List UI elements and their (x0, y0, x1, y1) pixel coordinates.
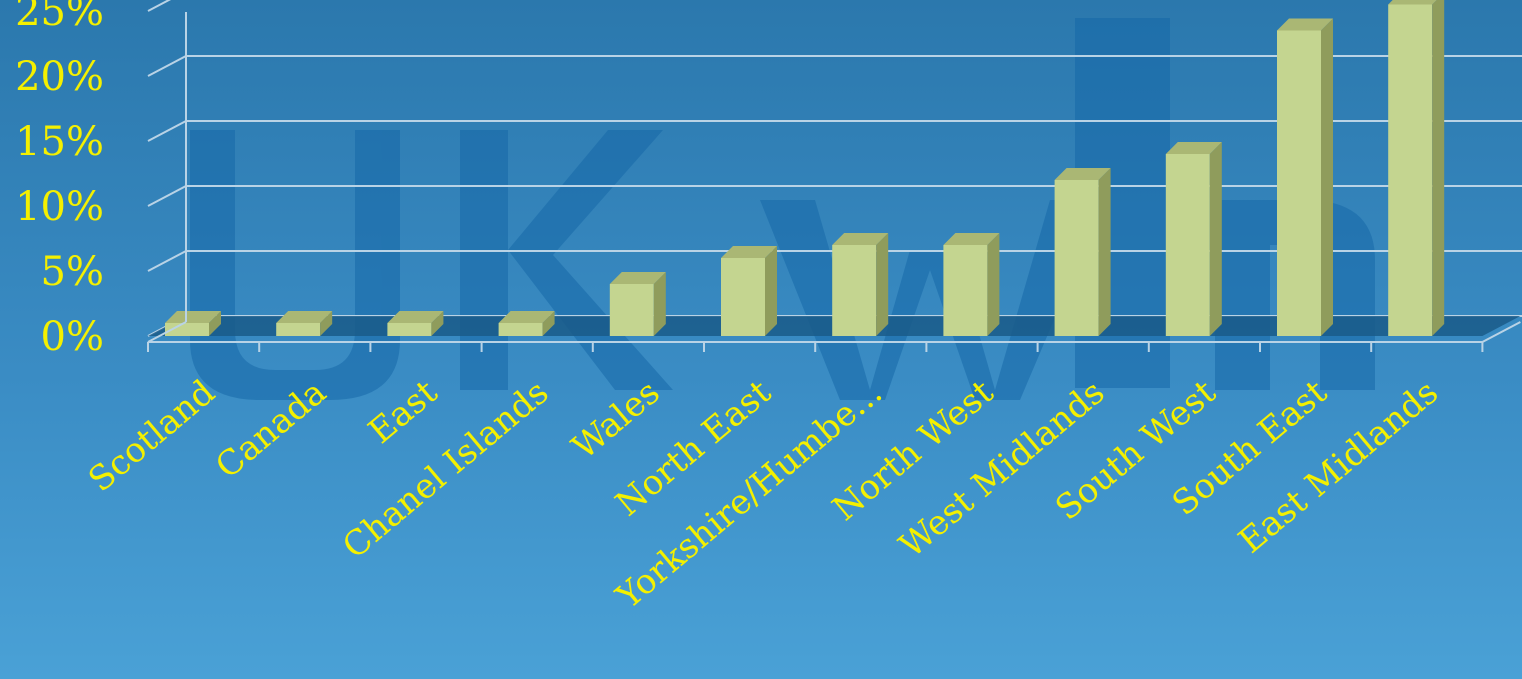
y-tick-label: 0% (41, 314, 104, 360)
watermark-shape (190, 130, 400, 400)
bars (165, 0, 1445, 336)
bar-front (1388, 4, 1433, 336)
bar-top (276, 311, 333, 323)
watermark-shape (508, 130, 673, 390)
bar (498, 311, 555, 336)
bar (387, 311, 444, 336)
watermark-shape (760, 200, 1105, 400)
y-axis-depth-line (147, 321, 187, 343)
x-axis-depth-line (1481, 321, 1521, 343)
bar (1054, 168, 1111, 336)
y-tick-label: 10% (15, 184, 104, 230)
bar-top (1277, 18, 1333, 31)
x-tick-label: Chanel Islands (335, 372, 556, 567)
bar-top (498, 311, 555, 323)
watermark-shape (460, 130, 508, 390)
bar-top (1165, 142, 1222, 154)
bar-top (165, 311, 221, 323)
bar-front (387, 323, 432, 336)
bar-front (943, 245, 988, 336)
bar-front (721, 258, 765, 336)
bar-top (609, 272, 666, 284)
bar-side (653, 272, 666, 336)
bar-side (1209, 142, 1222, 336)
bar (609, 272, 666, 336)
x-tick-label: East Midlands (1231, 372, 1446, 561)
bar-top (1388, 0, 1437, 5)
bar-top (1054, 168, 1111, 180)
bar-side (876, 233, 889, 336)
bar-front (498, 323, 543, 336)
x-tick-label: West Midlands (892, 372, 1112, 566)
bar-top (387, 311, 444, 323)
bar-top (832, 233, 889, 245)
bar (1388, 0, 1445, 336)
bar-top (721, 246, 777, 258)
y-tick-label: 15% (15, 119, 104, 165)
bar-side (1098, 168, 1111, 336)
bar-front (1054, 180, 1099, 336)
bar-side (320, 311, 333, 336)
bar-top (943, 233, 1000, 245)
bar-side (431, 311, 444, 336)
bar (276, 311, 333, 336)
y-tick-label: 25% (15, 0, 104, 35)
bar-front (276, 323, 321, 336)
bar (721, 246, 777, 336)
axes (147, 12, 1521, 352)
bar-side (987, 233, 1000, 336)
y-tick-label: 5% (41, 249, 104, 295)
bar (832, 233, 889, 336)
bar-side (1321, 18, 1333, 336)
bar-front (832, 245, 877, 336)
bar (165, 311, 221, 336)
bar-front (1277, 30, 1321, 336)
bar (943, 233, 1000, 336)
bar-side (1432, 0, 1445, 336)
y-tick-label: 20% (15, 54, 104, 100)
bar-front (1165, 154, 1210, 336)
bar (1277, 18, 1333, 336)
bar (1165, 142, 1222, 336)
bar-front (609, 284, 654, 336)
bar-side (765, 246, 777, 336)
y-axis-tick-labels: 0% 5% 10% 15% 20% 25% (15, 0, 104, 360)
x-tick-label: Scotland (81, 372, 223, 500)
bar-side (542, 311, 555, 336)
bar-side (209, 311, 221, 336)
gridline (147, 0, 172, 12)
